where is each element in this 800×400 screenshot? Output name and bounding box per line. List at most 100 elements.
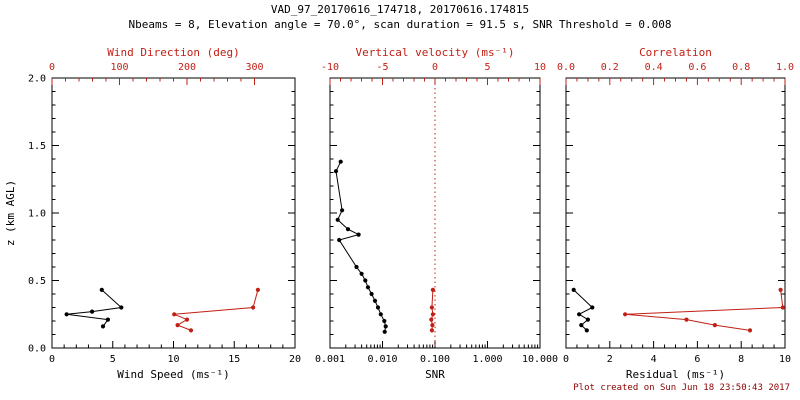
residual-point xyxy=(585,317,591,322)
snr-top-axis-label: Vertical velocity (ms⁻¹) xyxy=(356,46,515,59)
snr-top-tick-label: 5 xyxy=(484,62,490,73)
correlation-point xyxy=(778,287,783,292)
correlation-point xyxy=(780,305,785,310)
snr-point xyxy=(382,329,387,334)
plot-subtitle: Nbeams = 8, Elevation angle = 70.0°, sca… xyxy=(128,18,672,31)
wind-top-tick-label: 300 xyxy=(245,62,263,73)
wind-speed-point xyxy=(99,287,104,292)
y-tick-label: 2.0 xyxy=(28,74,46,85)
snr-top-tick-label: 10 xyxy=(534,62,546,73)
residual-x-tick-label: 0 xyxy=(563,354,569,365)
correlation-line xyxy=(625,289,784,331)
residual-top-tick-label: 0.6 xyxy=(688,62,706,73)
residual-point xyxy=(577,312,582,317)
wind-speed-line xyxy=(66,289,123,327)
snr-point xyxy=(372,298,378,303)
y-tick-label: 1.5 xyxy=(28,141,46,152)
snr-point xyxy=(335,217,340,222)
snr-plot-box xyxy=(329,77,541,349)
plot-timestamp: Plot created on Sun Jun 18 23:50:43 2017 xyxy=(573,383,790,393)
wind-direction-line xyxy=(174,289,259,331)
wind-top-tick-label: 0 xyxy=(49,62,55,73)
snr-point xyxy=(333,169,339,174)
vertical-velocity-point xyxy=(430,287,435,292)
residual-top-tick-label: 0.4 xyxy=(645,62,663,73)
wind-speed-point xyxy=(105,317,110,322)
wind-x-tick-label: 20 xyxy=(289,354,301,365)
snr-point xyxy=(383,324,388,329)
snr-x-tick-label: 1.000 xyxy=(472,354,502,365)
wind-direction-point xyxy=(251,305,256,310)
y-axis-label: z (km AGL) xyxy=(4,180,17,246)
snr-top-tick-label: 0 xyxy=(432,62,438,73)
residual-x-tick-label: 10 xyxy=(779,354,791,365)
snr-point xyxy=(359,271,364,276)
wind-top-tick-label: 100 xyxy=(110,62,128,73)
snr-point xyxy=(338,159,343,164)
wind-x-tick-label: 10 xyxy=(167,354,179,365)
snr-x-axis-label: SNR xyxy=(425,368,445,381)
residual-point xyxy=(571,287,576,292)
snr-point xyxy=(354,264,359,270)
residual-top-tick-label: 0.0 xyxy=(557,62,575,73)
residual-x-tick-label: 8 xyxy=(738,354,744,365)
residual-top-tick-label: 1.0 xyxy=(776,62,794,73)
wind-direction-point xyxy=(255,287,260,292)
snr-point xyxy=(378,312,383,317)
panel-wind: 0 5 10 15 20 Wind Speed (ms⁻¹) 0 100 200 300 Wind … xyxy=(28,46,301,381)
wind-direction-point xyxy=(188,328,194,333)
wind-speed-point xyxy=(90,309,95,314)
residual-top-tick-label: 0.2 xyxy=(601,62,619,73)
panel-residual: 0 2 4 6 8 10 Residual (ms⁻¹) 0.0 0.2 0.4 0.6 0.8 1.0… xyxy=(557,46,794,381)
y-tick-label: 0.5 xyxy=(28,276,46,287)
vertical-velocity-point xyxy=(429,317,434,322)
plot-title: VAD_97_20170616_174718, 20170616.174815 xyxy=(270,3,530,16)
residual-x-tick-label: 4 xyxy=(651,354,657,365)
vertical-velocity-point xyxy=(430,323,435,328)
residual-top-tick-label: 0.8 xyxy=(732,62,750,73)
wind-speed-point xyxy=(119,305,124,310)
snr-x-tick-label: 0.010 xyxy=(367,354,397,365)
correlation-point xyxy=(712,323,718,328)
residual-x-tick-label: 2 xyxy=(607,354,613,365)
residual-top-axis-label: Correlation xyxy=(639,46,712,59)
vertical-velocity-point xyxy=(430,312,435,317)
snr-point xyxy=(375,305,381,310)
vertical-velocity-point xyxy=(429,328,434,333)
snr-top-tick-label: -10 xyxy=(321,62,339,73)
snr-point xyxy=(365,285,371,290)
wind-direction-point xyxy=(172,312,177,317)
panel-snr: 0.001 0.010 0.100 1.000 10.000 SNR -10 -5 0 5 10 Ve… xyxy=(315,46,558,381)
wind-top-tick-label: 200 xyxy=(178,62,196,73)
correlation-point xyxy=(747,328,753,333)
y-tick-label: 1.0 xyxy=(28,209,46,220)
snr-point xyxy=(369,291,374,297)
wind-speed-point xyxy=(64,312,69,317)
vertical-velocity-point xyxy=(429,305,434,310)
snr-x-tick-label: 10.000 xyxy=(522,354,558,365)
snr-top-tick-label: -5 xyxy=(376,62,388,73)
snr-point xyxy=(345,227,351,232)
snr-point xyxy=(363,278,368,283)
snr-x-tick-label: 0.001 xyxy=(315,354,345,365)
wind-speed-point xyxy=(100,324,106,329)
snr-point xyxy=(337,237,342,243)
wind-direction-point xyxy=(184,317,190,322)
residual-point xyxy=(579,323,584,328)
snr-point xyxy=(356,232,361,237)
residual-x-tick-label: 6 xyxy=(694,354,700,365)
snr-x-tick-label: 0.100 xyxy=(420,354,450,365)
snr-point xyxy=(382,318,387,324)
correlation-point xyxy=(684,317,689,322)
wind-plot-box xyxy=(51,77,296,349)
y-tick-label: 0.0 xyxy=(28,344,46,355)
wind-direction-point xyxy=(175,323,180,328)
snr-point xyxy=(340,208,345,213)
wind-top-axis-label: Wind Direction (deg) xyxy=(107,46,239,59)
residual-point xyxy=(584,328,589,333)
residual-plot-box xyxy=(565,77,786,349)
wind-x-tick-label: 0 xyxy=(49,354,55,365)
correlation-point xyxy=(623,312,628,317)
residual-x-axis-label: Residual (ms⁻¹) xyxy=(626,368,725,381)
